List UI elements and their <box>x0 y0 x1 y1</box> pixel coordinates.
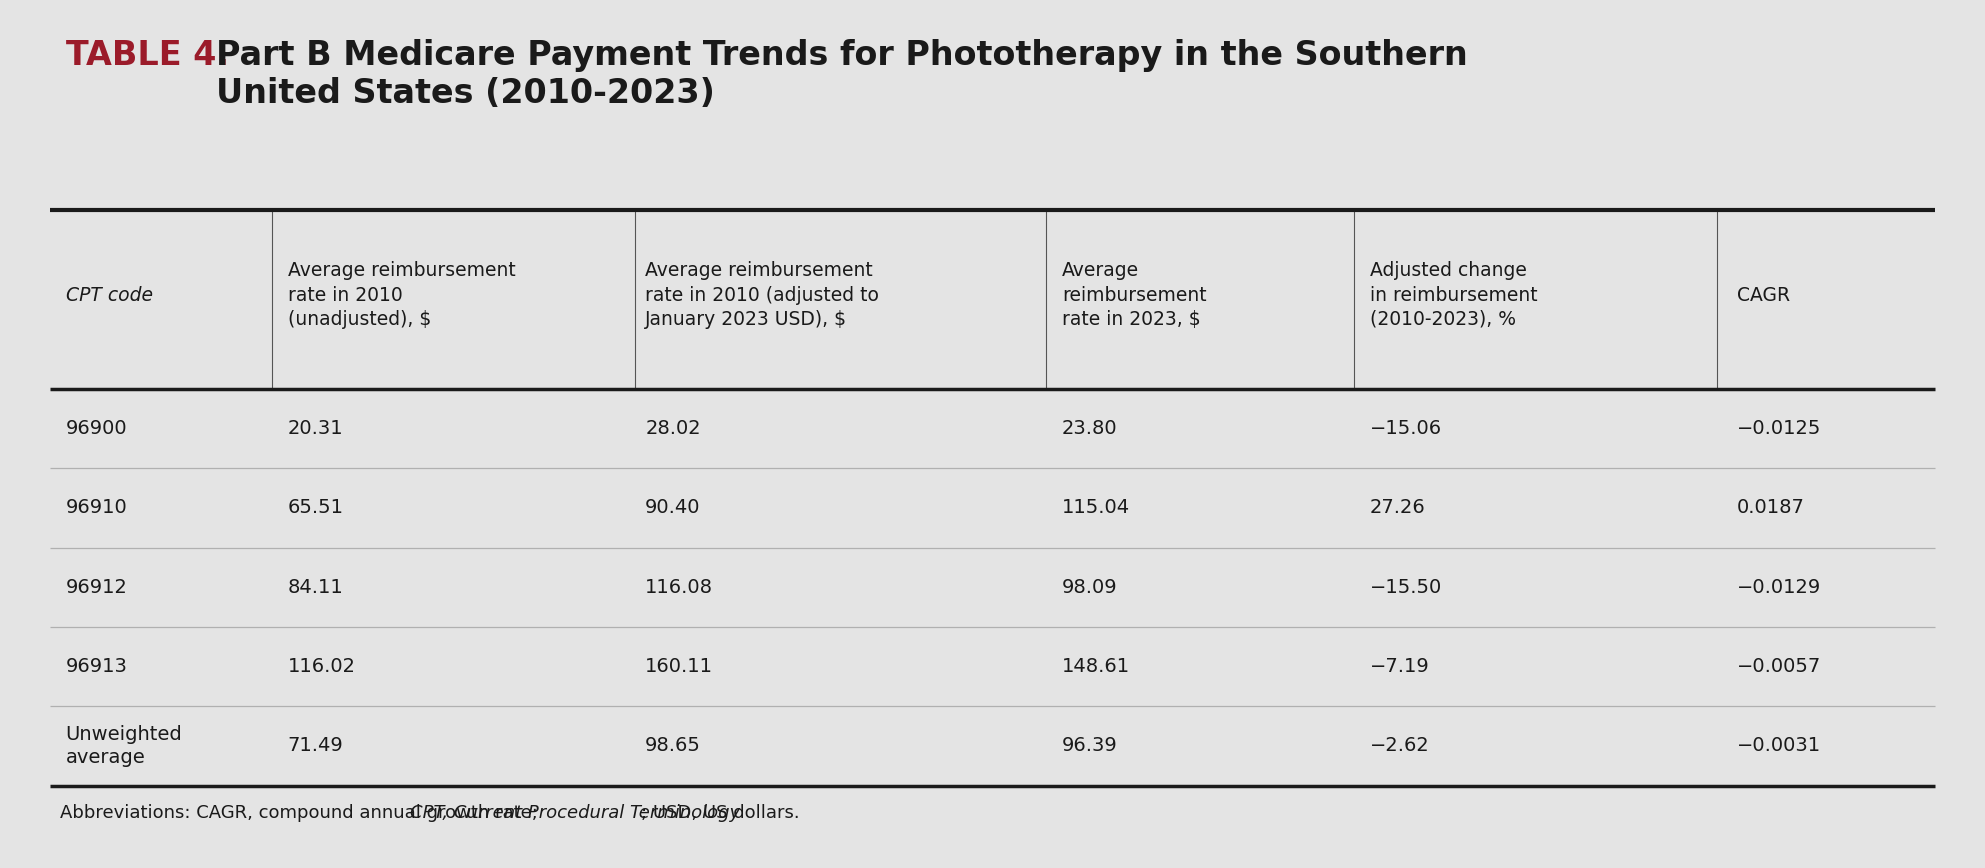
Text: 28.02: 28.02 <box>645 419 701 438</box>
Text: Abbreviations: CAGR, compound annual growth rate;: Abbreviations: CAGR, compound annual gro… <box>60 804 544 822</box>
Text: 98.65: 98.65 <box>645 736 701 755</box>
Text: 96.39: 96.39 <box>1062 736 1118 755</box>
Text: CAGR: CAGR <box>1737 286 1790 305</box>
Text: 96910: 96910 <box>66 498 127 517</box>
Text: −7.19: −7.19 <box>1370 657 1429 676</box>
Text: 115.04: 115.04 <box>1062 498 1129 517</box>
Text: −15.06: −15.06 <box>1370 419 1441 438</box>
Text: 23.80: 23.80 <box>1062 419 1118 438</box>
Text: 116.08: 116.08 <box>645 578 713 596</box>
Text: 148.61: 148.61 <box>1062 657 1129 676</box>
Text: −0.0125: −0.0125 <box>1737 419 1822 438</box>
Text: −15.50: −15.50 <box>1370 578 1441 596</box>
Text: 71.49: 71.49 <box>288 736 343 755</box>
Text: −2.62: −2.62 <box>1370 736 1429 755</box>
Text: 96913: 96913 <box>66 657 127 676</box>
Text: Average reimbursement
rate in 2010
(unadjusted), $: Average reimbursement rate in 2010 (unad… <box>288 261 516 329</box>
Text: 0.0187: 0.0187 <box>1737 498 1804 517</box>
Text: Unweighted
average: Unweighted average <box>66 725 183 767</box>
Text: Adjusted change
in reimbursement
(2010-2023), %: Adjusted change in reimbursement (2010-2… <box>1370 261 1536 329</box>
Text: CPT code: CPT code <box>66 286 153 305</box>
Text: Part B Medicare Payment Trends for Phototherapy in the Southern
United States (2: Part B Medicare Payment Trends for Photo… <box>216 39 1469 110</box>
Text: Average reimbursement
rate in 2010 (adjusted to
January 2023 USD), $: Average reimbursement rate in 2010 (adju… <box>645 261 879 329</box>
Text: Average
reimbursement
rate in 2023, $: Average reimbursement rate in 2023, $ <box>1062 261 1207 329</box>
Text: 27.26: 27.26 <box>1370 498 1425 517</box>
Text: −0.0129: −0.0129 <box>1737 578 1820 596</box>
Text: ; USD, US dollars.: ; USD, US dollars. <box>641 804 800 822</box>
Text: 98.09: 98.09 <box>1062 578 1118 596</box>
Text: −0.0057: −0.0057 <box>1737 657 1820 676</box>
Text: 90.40: 90.40 <box>645 498 701 517</box>
Text: 96912: 96912 <box>66 578 127 596</box>
Text: −0.0031: −0.0031 <box>1737 736 1820 755</box>
Text: CPT, Current Procedural Terminology: CPT, Current Procedural Terminology <box>409 804 740 822</box>
Text: 20.31: 20.31 <box>288 419 343 438</box>
Text: 116.02: 116.02 <box>288 657 355 676</box>
Text: 84.11: 84.11 <box>288 578 343 596</box>
Text: 65.51: 65.51 <box>288 498 343 517</box>
Text: 160.11: 160.11 <box>645 657 713 676</box>
Text: TABLE 4.: TABLE 4. <box>66 39 228 72</box>
Text: 96900: 96900 <box>66 419 127 438</box>
